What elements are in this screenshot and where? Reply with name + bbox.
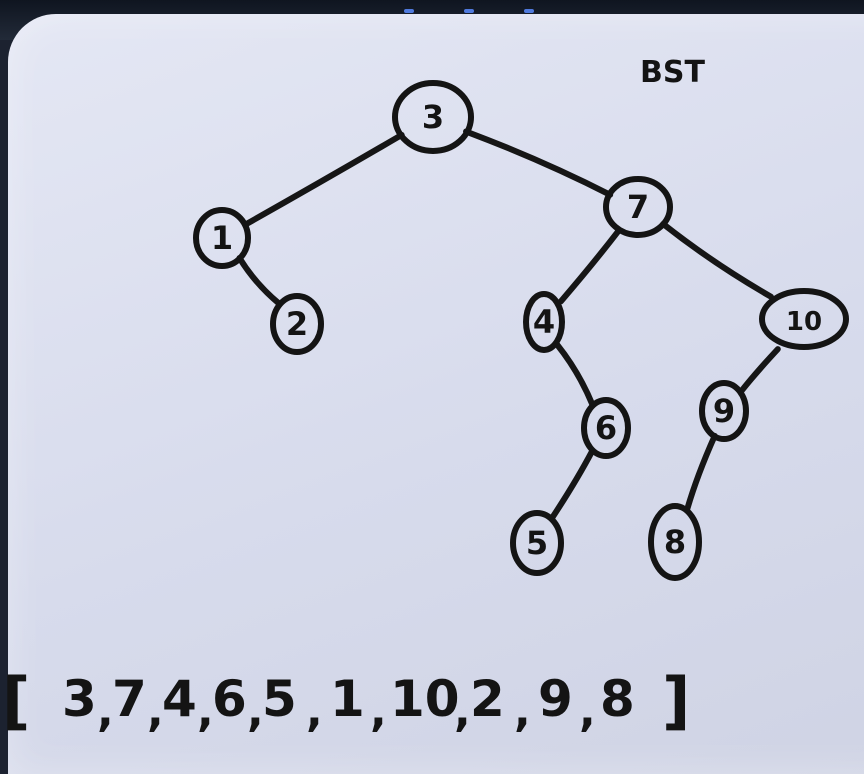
node-1: 1 [193,207,251,269]
node-circle [193,207,251,269]
array-comma: , [247,686,264,737]
edge-n6-n5 [548,447,596,522]
edge-n1-n2 [236,255,283,307]
array-value: 10 [390,670,460,728]
array-close-bracket: ] [662,664,690,737]
edge-n7-n4 [557,227,622,305]
array-comma: , [370,686,387,737]
array-value: 7 [112,670,147,728]
node-label: 10 [786,307,822,337]
node-7: 7 [603,176,673,238]
node-3: 3 [392,80,474,154]
nodes-layer: 3 1 7 2 4 10 6 9 5 8 [193,80,849,581]
node-label: 3 [422,98,444,136]
node-circle [581,397,631,459]
array-comma: , [97,686,114,737]
keyboard-indicator-light [524,9,534,13]
array-comma: , [306,686,323,737]
array-value: 8 [600,670,635,728]
array-comma: , [147,686,164,737]
node-8: 8 [648,503,702,581]
array-value: 3 [62,670,97,728]
insertion-array: [ 3,7,4,6,5, 1, 10, 2, 9, 8 ] [2,664,690,737]
node-circle [648,503,702,581]
node-circle [392,80,474,154]
array-open-bracket: [ [2,664,30,737]
array-value: 6 [212,670,247,728]
edge-n10-n9 [738,346,781,394]
node-9: 9 [699,380,749,442]
edges-layer [236,128,781,522]
diagram-title: BST [640,55,705,90]
edge-n4-n6 [554,341,596,409]
edge-n9-n8 [683,432,718,513]
node-label: 9 [713,392,735,430]
array-value: 5 [262,670,297,728]
keyboard-indicator-light [464,9,474,13]
node-label: 4 [533,303,555,341]
array-value: 4 [162,670,197,728]
array-comma: , [514,686,531,737]
array-value: 9 [538,670,573,728]
node-10: 10 [759,288,849,350]
array-value: 2 [470,670,505,728]
array-comma: , [197,686,214,737]
node-4: 4 [523,291,565,353]
node-circle [759,288,849,350]
node-label: 2 [286,305,308,343]
node-circle [699,380,749,442]
edge-n7-n10 [660,221,774,300]
array-value: 1 [330,670,365,728]
whiteboard [8,14,864,774]
node-label: 8 [664,523,686,561]
node-6: 6 [581,397,631,459]
keyboard-indicator-light [404,9,414,13]
node-circle [270,293,324,355]
node-circle [523,291,565,353]
array-values: 3,7,4,6,5, 1, 10, 2, 9, 8 [62,670,635,737]
node-label: 6 [595,409,617,447]
edge-n3-n7 [463,128,614,198]
node-label: 7 [627,188,649,226]
node-circle [510,510,564,576]
node-2: 2 [270,293,324,355]
array-comma: , [579,686,596,737]
node-label: 1 [211,219,233,257]
node-5: 5 [510,510,564,576]
node-circle [603,176,673,238]
array-comma: , [454,686,471,737]
node-label: 5 [526,524,548,562]
edge-n3-n1 [242,131,405,228]
